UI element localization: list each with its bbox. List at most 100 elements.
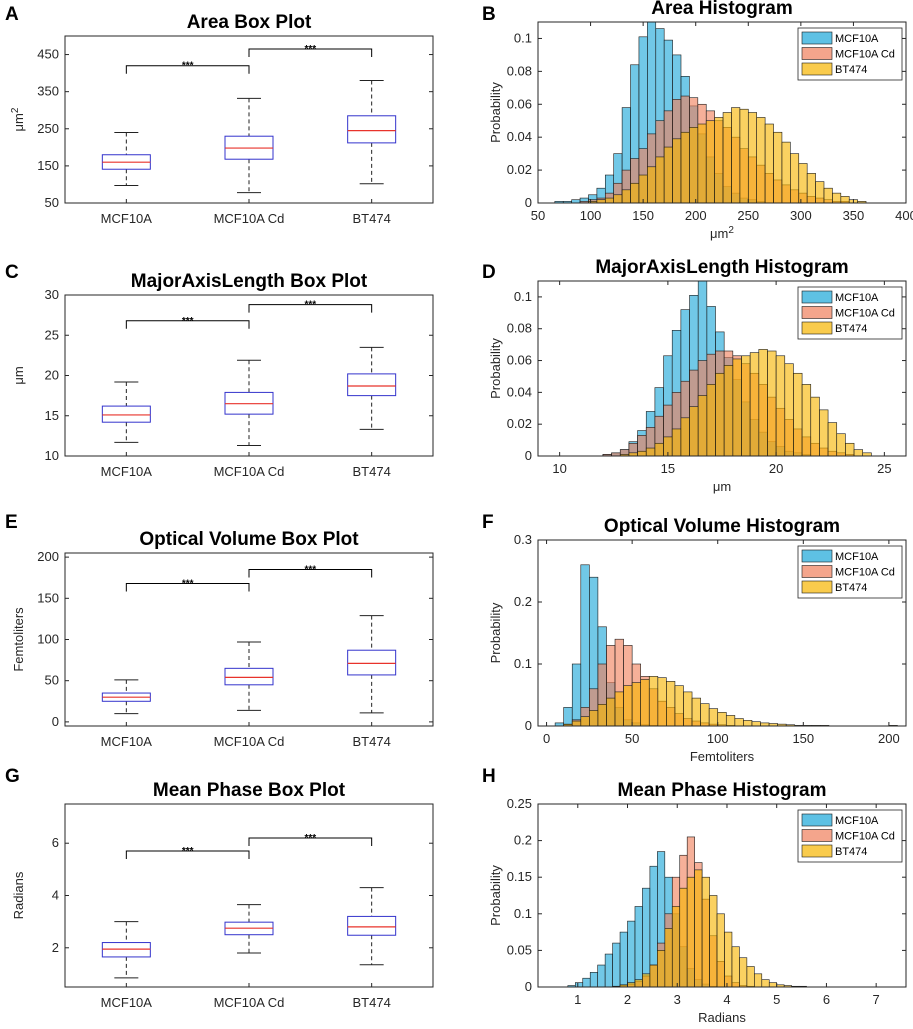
legend: MCF10A MCF10A Cd BT474 [797,809,903,863]
box-mcf10a-cd [224,359,274,447]
box-mcf10a [101,679,151,715]
histogram-bar [671,428,682,456]
y-tick-label: 0 [52,714,59,729]
x-tick-label: BT474 [353,995,391,1010]
histogram-bar [764,123,774,203]
axes-frame [64,294,434,457]
y-tick-label: 0.2 [514,833,532,848]
legend-label: MCF10A Cd [835,567,895,579]
y-axis-label: Probability [488,602,503,663]
axes-frame [537,280,907,457]
legend-label: BT474 [835,64,867,76]
histogram-bar [623,685,633,726]
y-tick-label: 30 [45,287,59,302]
x-tick-label: 50 [625,731,639,746]
histogram-bar [717,712,727,726]
legend-swatch [801,813,833,827]
histogram-bar [647,166,657,203]
histogram-bar [627,920,636,987]
y-tick-label: 0.05 [507,942,532,957]
significance-bracket: *** [125,578,250,592]
histogram-bar [571,720,582,726]
x-tick-label: MCF10A Cd [214,464,285,479]
histogram-bar [751,721,761,726]
significance-bracket: *** [125,846,250,860]
histogram-bar [563,707,573,726]
significance-label: *** [182,846,194,857]
bracket-line [125,582,250,592]
bracket-line [125,320,250,329]
y-tick-label: 0.1 [514,289,532,304]
chart-title: Mean Phase Box Plot [153,780,346,801]
iqr-box [347,649,397,676]
x-tick-label: 15 [661,461,675,476]
y-tick-label: 350 [37,84,59,99]
histogram-bar [571,663,582,726]
histogram-bar [634,906,643,987]
panel-g: G Mean Phase Box Plot *** *** MCF10A MCF10A C… [5,766,434,1010]
legend-swatch [801,829,833,842]
axes-frame [537,803,907,988]
histogram-bar [793,372,803,456]
histogram-bar [666,681,676,726]
histogram-bar [686,876,695,987]
significance-bracket: *** [248,833,373,846]
legend-label: BT474 [835,323,867,335]
histogram-bar [827,422,838,456]
y-tick-label: 4 [52,888,59,903]
chart-title: MajorAxisLength Histogram [595,257,848,278]
axes-frame [64,35,434,204]
histogram-bar [714,117,724,203]
legend-label: MCF10A [835,292,879,304]
histogram-bar [815,181,825,203]
x-tick-label: MCF10A [101,734,153,749]
significance-label: *** [182,61,194,72]
x-tick-label: MCF10A [101,464,153,479]
significance-label: *** [304,833,316,844]
y-tick-label: 10 [45,448,59,463]
x-tick-label: BT474 [353,464,391,479]
panel-letter: D [482,262,496,283]
x-tick-label: 250 [737,208,759,223]
significance-bracket: *** [248,300,373,313]
histogram-bar [597,964,606,987]
histogram-bar [775,355,786,456]
histogram-bar [739,957,748,987]
histogram-bar [716,913,725,987]
box-mcf10a [101,381,151,443]
x-tick-label: 200 [685,208,707,223]
histogram-bar [614,691,624,726]
significance-bracket: *** [248,564,373,578]
y-tick-label: 0.04 [507,129,532,144]
x-tick-label: MCF10A Cd [214,211,285,226]
histogram-bar [853,449,864,456]
axes-frame [64,803,434,988]
box-mcf10a-cd [224,904,274,954]
legend-label: MCF10A [835,551,879,563]
legend: MCF10A MCF10A Cd BT474 [797,286,903,340]
y-axis-label: Probability [488,338,503,399]
y-tick-label: 50 [45,195,59,210]
histogram-bar [580,716,590,726]
y-tick-label: 0.06 [507,353,532,368]
histogram-bar [663,146,673,203]
histogram-bar [613,194,623,203]
histogram-bar [801,384,812,456]
y-tick-label: 100 [37,632,59,647]
y-tick-label: 50 [45,673,59,688]
histogram-bar [708,708,719,726]
y-tick-label: 0.08 [507,63,532,78]
bracket-line [125,65,250,74]
y-axis-label: Femtoliters [11,607,26,672]
x-tick-label: 300 [790,208,812,223]
histogram-bar [819,409,829,456]
histogram-bar [648,676,659,726]
y-tick-label: 20 [45,368,59,383]
histogram-bar [741,355,751,456]
histogram-bar [731,107,741,203]
histogram-bar [640,679,650,726]
x-tick-label: MCF10A Cd [214,995,285,1010]
histogram-bar [845,442,855,456]
x-tick-label: MCF10A Cd [214,734,285,749]
